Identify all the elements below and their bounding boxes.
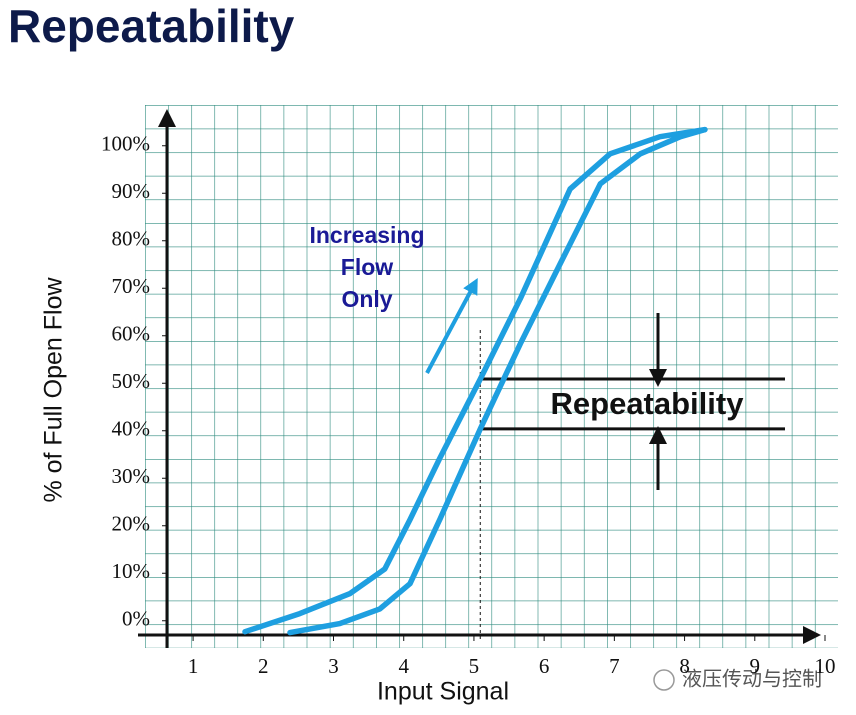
annotation: Flow (341, 254, 393, 280)
band-label: Repeatability (551, 386, 745, 421)
y-tick-label: 50% (112, 369, 151, 393)
y-tick-label: 90% (112, 179, 151, 203)
y-tick-label: 40% (112, 417, 151, 441)
x-tick-label: 9 (750, 654, 761, 678)
y-tick-label: 60% (112, 322, 151, 346)
y-tick-label: 30% (112, 464, 151, 488)
x-tick-label: 3 (328, 654, 339, 678)
x-tick-label: 6 (539, 654, 550, 678)
x-tick-label: 10 (815, 654, 836, 678)
curve (242, 126, 708, 635)
y-tick-label: 10% (112, 559, 151, 583)
plot (162, 126, 826, 641)
y-tick-label: 70% (112, 274, 151, 298)
y-tick-label: 80% (112, 227, 151, 251)
annotation: Increasing (309, 222, 424, 248)
grid (145, 105, 838, 648)
x-tick-label: 8 (679, 654, 690, 678)
x-tick-label: 2 (258, 654, 269, 678)
y-tick-label: 0% (122, 607, 150, 631)
x-tick-label: 7 (609, 654, 620, 678)
title: Repeatability (8, 0, 295, 52)
curve (287, 126, 708, 636)
y-label: % of Full Open Flow (40, 277, 68, 503)
y-tick-label: 100% (101, 132, 150, 156)
watermark: 液压传动与控制 (682, 667, 822, 690)
watermark-icon (653, 669, 675, 691)
x-label: Input Signal (377, 678, 509, 706)
flow-arrow (425, 277, 478, 374)
x-tick-label: 4 (398, 654, 409, 678)
y-tick-label: 20% (112, 512, 151, 536)
x-tick-label: 1 (188, 654, 199, 678)
annotation: Only (341, 286, 392, 312)
x-tick-label: 5 (469, 654, 480, 678)
